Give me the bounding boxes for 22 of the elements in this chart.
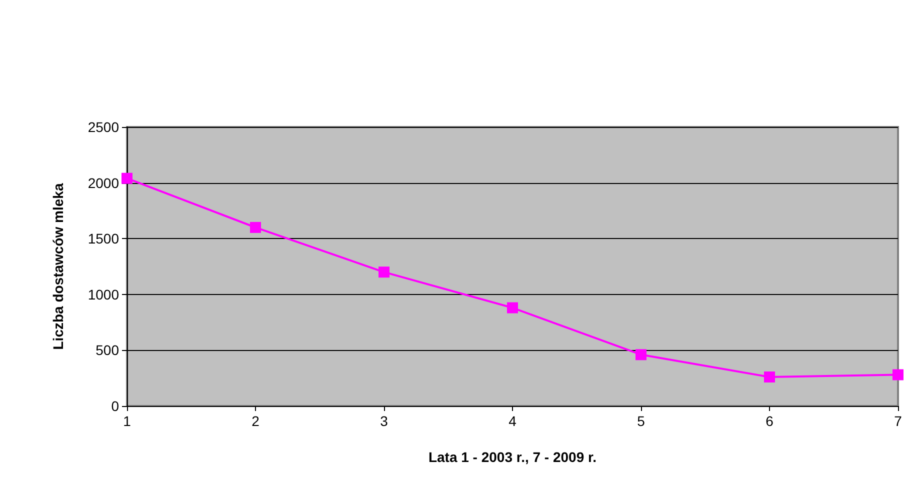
y-tick-label: 2500	[88, 119, 120, 135]
point	[892, 369, 904, 380]
x-axis-title: Lata 1 - 2003 r., 7 - 2009 r.	[428, 449, 597, 465]
x-tick-label: 4	[508, 413, 517, 429]
y-tick-label: 500	[96, 342, 120, 358]
x-tick-label: 3	[380, 413, 388, 429]
y-tick-label: 0	[111, 398, 120, 414]
x-tick-label: 1	[123, 413, 132, 429]
x-tick-label: 2	[252, 413, 260, 429]
x-tick-label: 5	[637, 413, 646, 429]
point	[250, 222, 261, 233]
x-tick-label: 7	[894, 413, 902, 429]
point	[636, 349, 646, 360]
point	[378, 266, 390, 278]
point	[122, 172, 132, 184]
y-tick-label: 1000	[88, 286, 120, 302]
point	[764, 371, 775, 382]
x-tick-label: 6	[766, 413, 774, 429]
y-axis-title: Liczba dostawców mleka	[50, 183, 66, 350]
y-tick-label: 2000	[88, 174, 120, 191]
y-tick-label: 1500	[88, 230, 120, 247]
point	[507, 302, 518, 314]
